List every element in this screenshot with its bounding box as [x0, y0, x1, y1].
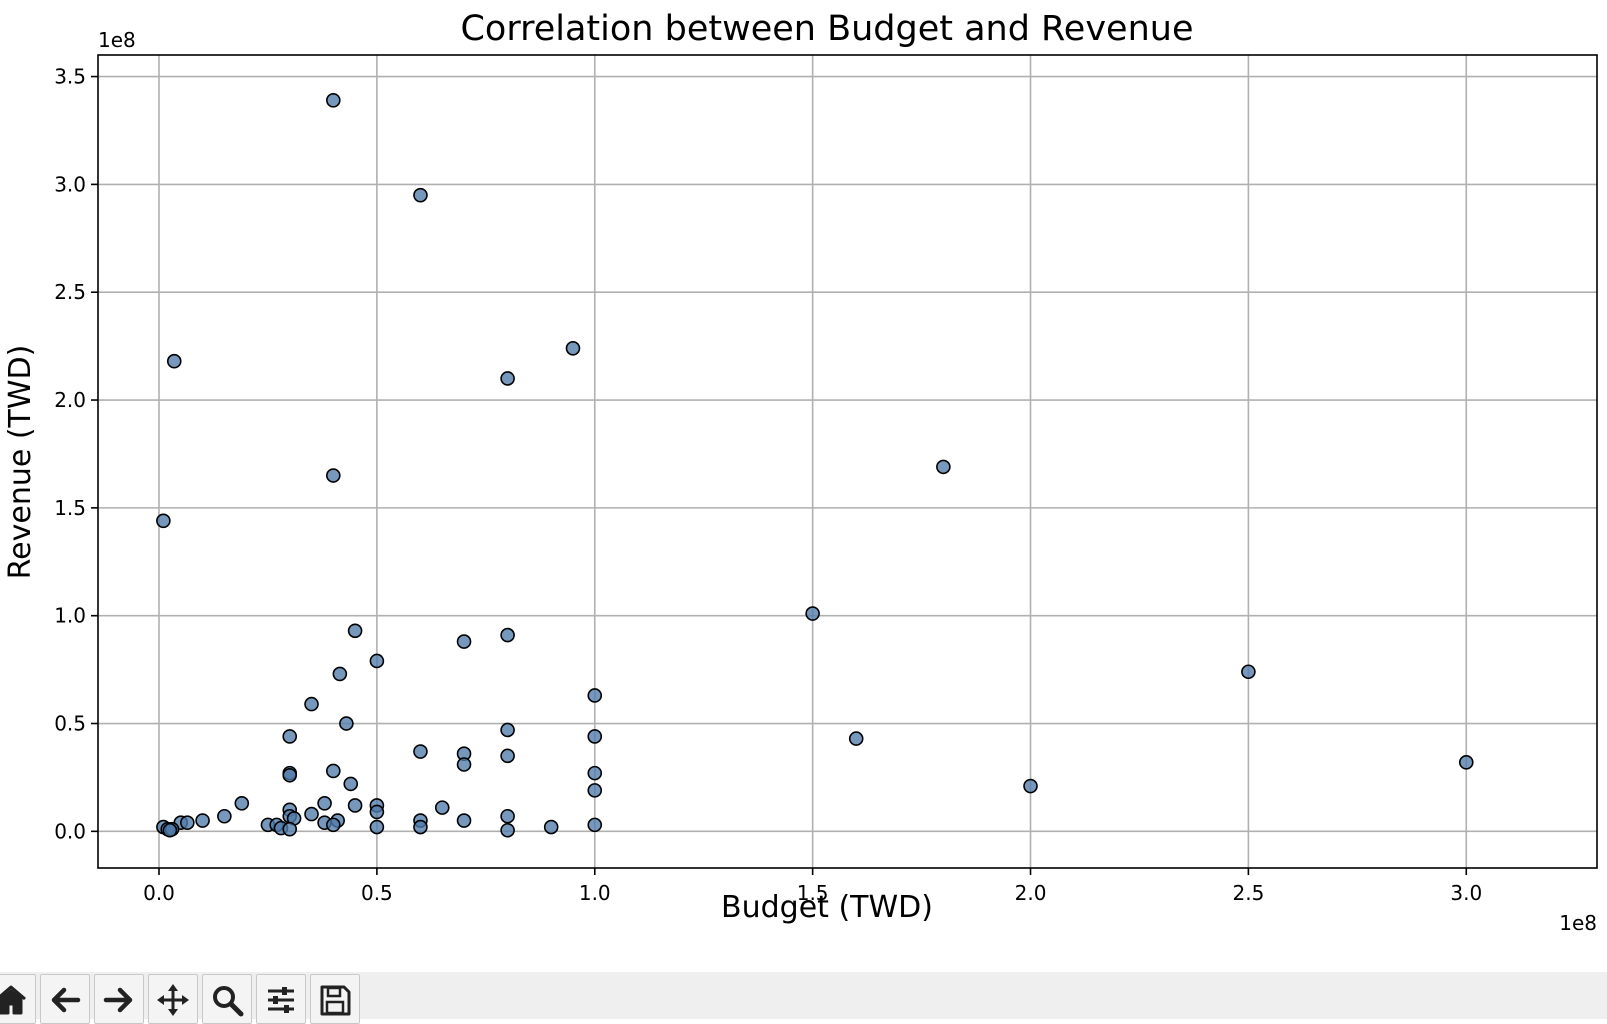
data-points: [156, 92, 1474, 838]
data-point: [343, 776, 359, 792]
y-tick-label: 3.0: [54, 172, 86, 196]
data-point: [500, 808, 515, 824]
data-point: [587, 783, 603, 798]
magnifier-icon: [213, 986, 244, 1017]
data-point: [1241, 664, 1256, 680]
figure-canvas: 0.0 0.5 1.0 1.5 2.0 2.5 3.0 0.0 0.5 1.0 1.5 2.0 2.5…: [3, 9, 1598, 935]
y-tick-label: 1.0: [54, 604, 86, 628]
floppy-disk-icon: [320, 985, 351, 1016]
data-point: [587, 765, 603, 781]
y-tick-label: 0.5: [54, 712, 86, 736]
data-point: [369, 804, 385, 820]
data-point: [304, 696, 319, 712]
data-point: [282, 729, 298, 744]
arrow-left-icon: [51, 987, 81, 1013]
data-point: [317, 796, 332, 811]
data-point: [805, 606, 820, 621]
data-point: [162, 822, 178, 838]
data-point: [326, 763, 341, 779]
chart-title: Correlation between Budget and Revenue: [460, 9, 1193, 49]
data-point: [543, 819, 559, 835]
data-point: [1023, 778, 1038, 794]
x-axis-ticks: 0.0 0.5 1.0 1.5 2.0 2.5 3.0: [143, 868, 1482, 905]
axes-frame: [97, 54, 1598, 869]
x-tick-label: 1.5: [797, 881, 829, 905]
data-point: [166, 353, 182, 369]
data-point: [326, 92, 341, 108]
data-point: [413, 187, 428, 203]
data-point: [500, 627, 515, 643]
data-point: [848, 731, 864, 746]
x-axis-offset-label: 1e8: [1559, 911, 1597, 935]
data-point: [347, 623, 363, 639]
save-button[interactable]: [310, 974, 360, 1024]
data-point: [304, 806, 319, 822]
forward-button[interactable]: [94, 974, 144, 1024]
arrow-right-icon: [103, 987, 133, 1013]
data-point: [587, 817, 603, 833]
y-tick-label: 3.5: [54, 65, 86, 89]
data-point: [936, 459, 951, 475]
data-point: [500, 748, 515, 764]
back-button[interactable]: [40, 974, 90, 1024]
data-point: [195, 813, 210, 828]
data-point: [500, 722, 515, 738]
x-tick-label: 1.0: [579, 881, 611, 905]
data-point: [282, 767, 298, 783]
zoom-button[interactable]: [202, 974, 252, 1024]
data-point: [1458, 755, 1474, 770]
data-point: [456, 757, 472, 772]
data-point: [234, 796, 250, 811]
data-point: [587, 729, 603, 744]
y-tick-label: 2.5: [54, 280, 86, 304]
home-icon: [0, 985, 26, 1015]
navigation-toolbar: [0, 972, 1607, 1024]
data-point: [332, 666, 348, 682]
data-point: [347, 798, 363, 813]
y-axis-label: Revenue (TWD): [3, 345, 38, 580]
data-point: [456, 813, 472, 828]
data-point: [156, 513, 171, 529]
y-tick-label: 2.0: [54, 388, 86, 412]
data-point: [369, 653, 385, 669]
pan-button[interactable]: [148, 974, 198, 1024]
data-point: [413, 819, 428, 835]
data-point: [326, 817, 341, 833]
x-tick-label: 0.5: [361, 881, 393, 905]
data-point: [217, 808, 232, 824]
scatter-chart: 0.0 0.5 1.0 1.5 2.0 2.5 3.0 0.0 0.5 1.0 1.5 2.0 2.5…: [3, 9, 1598, 935]
data-point: [434, 800, 450, 815]
x-axis-label: Budget (TWD): [721, 890, 933, 925]
home-button[interactable]: [0, 974, 36, 1024]
data-point: [456, 634, 472, 649]
move-icon: [157, 984, 189, 1016]
data-point: [500, 371, 515, 386]
data-point: [500, 822, 515, 838]
y-axis-ticks: 0.0 0.5 1.0 1.5 2.0 2.5 3.0 3.5: [54, 65, 98, 843]
data-point: [180, 815, 195, 831]
y-axis-offset-label: 1e8: [98, 28, 136, 52]
data-point: [565, 340, 581, 356]
y-tick-label: 0.0: [54, 819, 86, 843]
x-tick-label: 3.0: [1450, 881, 1482, 905]
data-point: [369, 819, 385, 835]
x-tick-label: 0.0: [143, 881, 175, 905]
configure-subplots-button[interactable]: [256, 974, 306, 1024]
data-point: [339, 716, 354, 731]
y-tick-label: 1.5: [54, 496, 86, 520]
data-point: [326, 468, 341, 483]
sliders-icon: [268, 987, 294, 1013]
x-tick-label: 2.0: [1015, 881, 1047, 905]
x-tick-label: 2.5: [1232, 881, 1264, 905]
data-point: [587, 688, 603, 703]
grid-lines: [98, 55, 1597, 868]
data-point: [413, 744, 428, 759]
data-point: [282, 821, 298, 837]
